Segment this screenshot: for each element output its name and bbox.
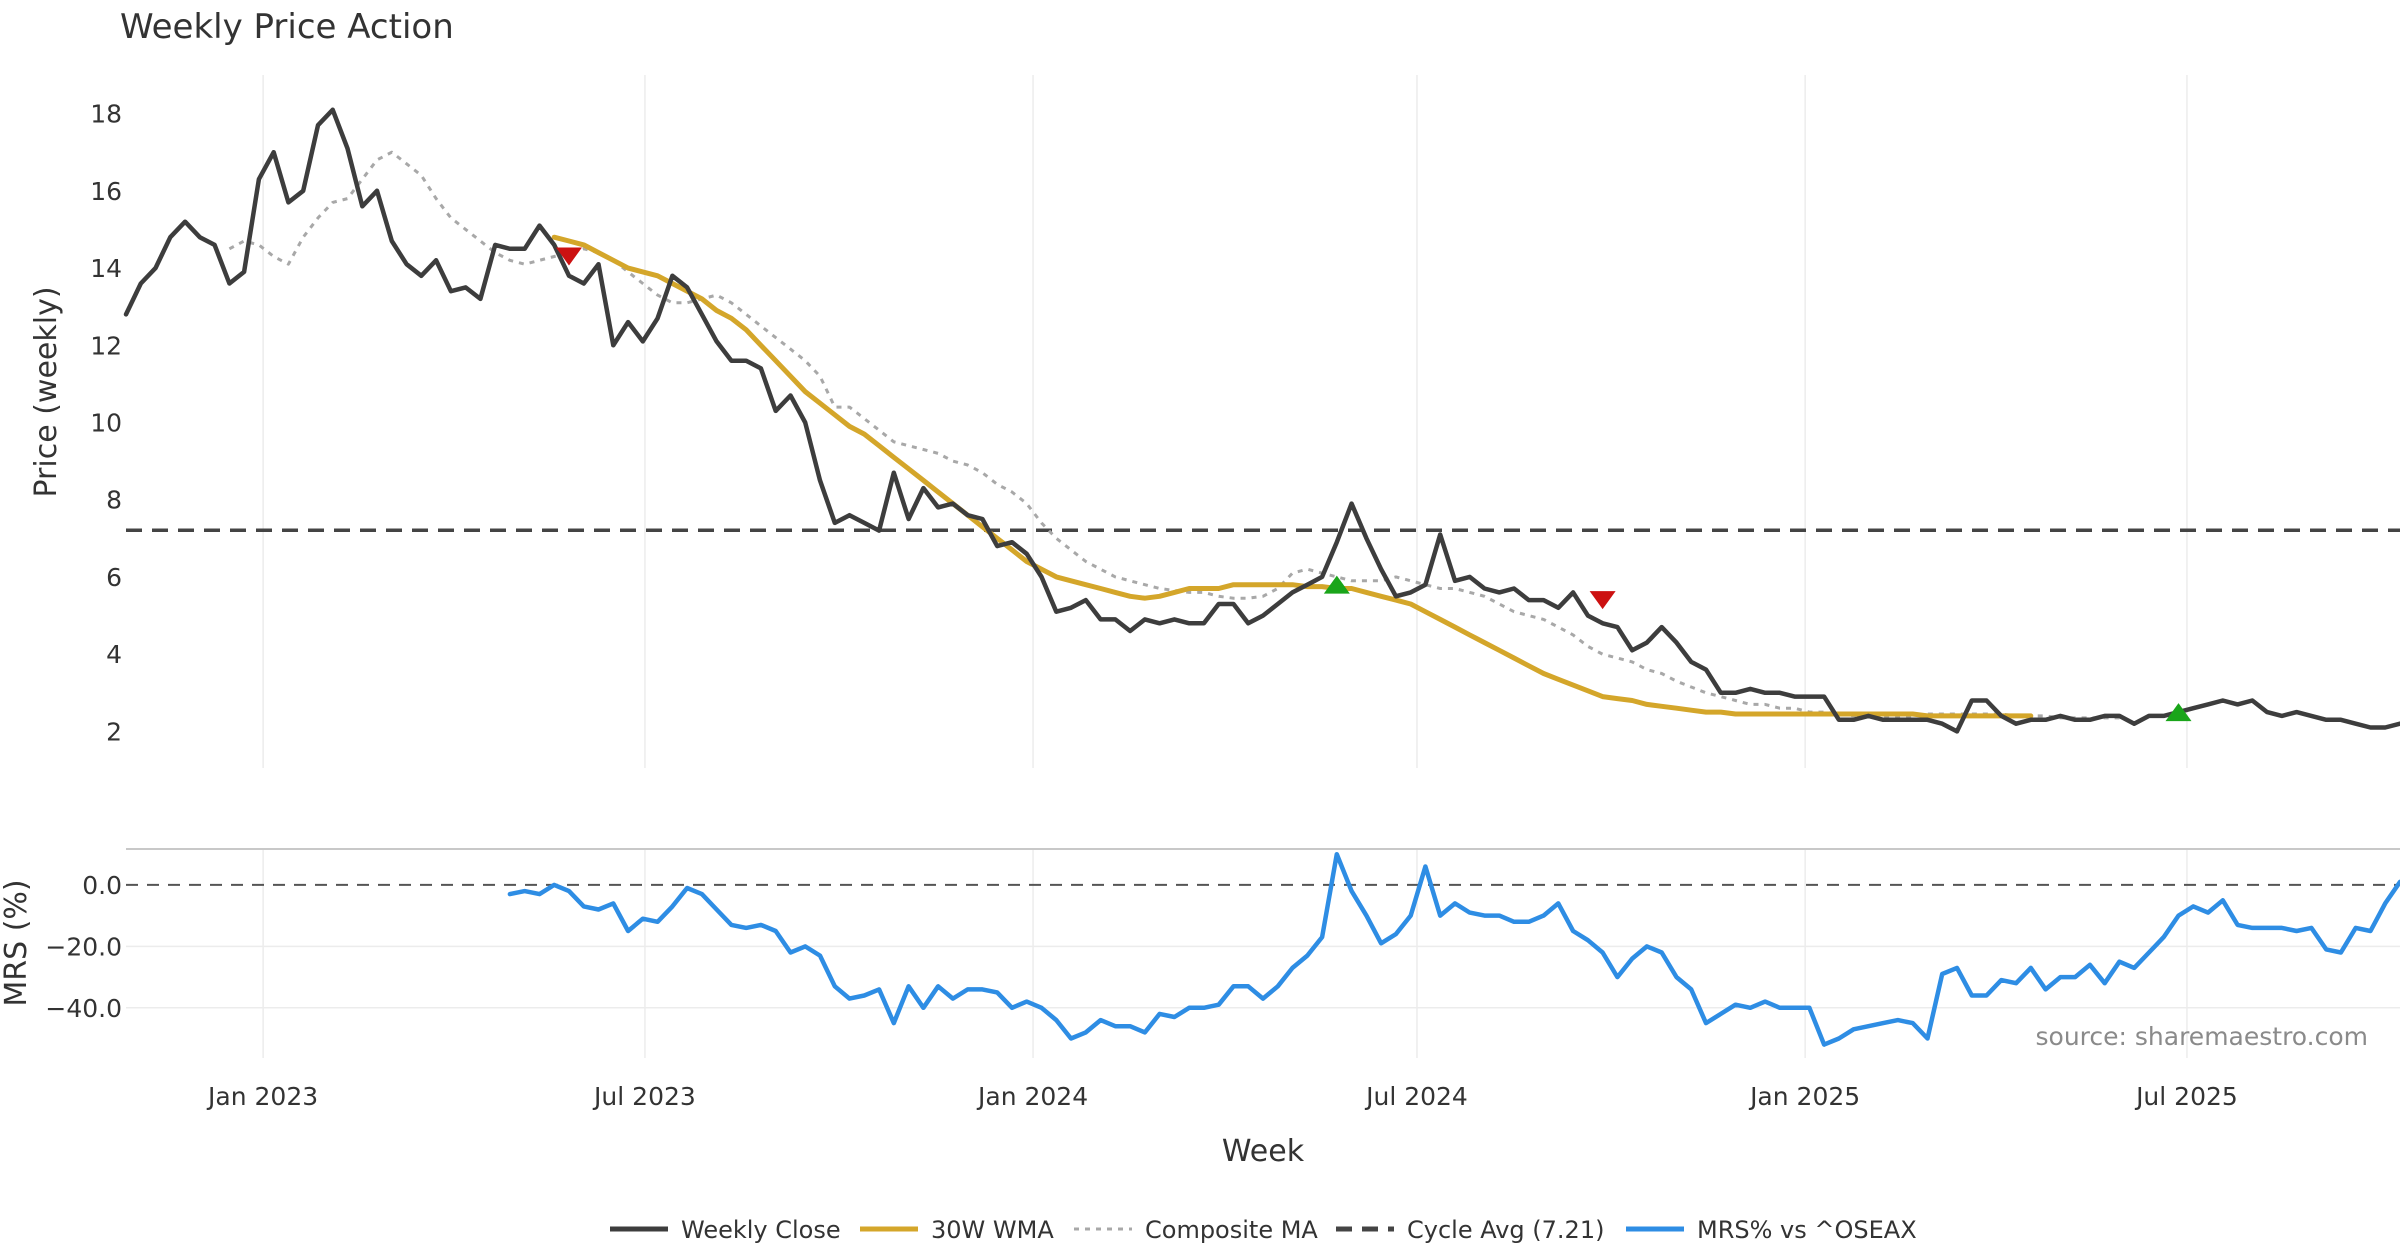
weekly-close-line xyxy=(123,107,2400,734)
legend-label: MRS% vs ^OSEAX xyxy=(1697,1216,1917,1244)
legend-label: 30W WMA xyxy=(931,1216,1054,1244)
chart-title: Weekly Price Action xyxy=(120,7,454,47)
legend-label: Cycle Avg (7.21) xyxy=(1407,1216,1604,1244)
axis-labels: Jan 2023 Jul 2023 Jan 2024 Jul 2024 Jan 2025… xyxy=(45,100,2237,1111)
price-y-tick-label: 10 xyxy=(90,409,122,438)
sell-signal-marker xyxy=(555,247,582,266)
series-layer xyxy=(123,107,2400,1047)
legend-label: Composite MA xyxy=(1145,1216,1318,1244)
mrs-y-tick-label: −40.0 xyxy=(45,994,122,1023)
sell-signal-marker xyxy=(1589,591,1616,610)
x-tick-label: Jul 2024 xyxy=(1364,1082,1468,1111)
x-tick-label: Jul 2025 xyxy=(2134,1082,2238,1111)
composite-ma-line xyxy=(228,150,2120,720)
price-y-tick-label: 4 xyxy=(106,640,122,669)
reference-lines xyxy=(126,528,2400,886)
x-tick-label: Jan 2023 xyxy=(206,1082,318,1111)
price-y-tick-label: 16 xyxy=(90,177,122,206)
x-tick-label: Jan 2025 xyxy=(1748,1082,1860,1111)
price-y-tick-label: 6 xyxy=(106,563,122,592)
legend: Weekly Close 30W WMA Composite MA Cycle Avg… xyxy=(610,1216,1917,1244)
x-tick-label: Jan 2024 xyxy=(976,1082,1088,1111)
grid-layer xyxy=(126,75,2400,1058)
mrs-y-axis-label: MRS (%) xyxy=(0,879,34,1006)
price-y-tick-label: 18 xyxy=(90,100,122,129)
wma-30w-line xyxy=(551,234,2034,719)
price-y-tick-label: 8 xyxy=(106,486,122,515)
price-y-tick-label: 12 xyxy=(90,331,122,360)
signal-markers xyxy=(555,247,2192,722)
mrs-line xyxy=(507,851,2400,1047)
mrs-y-tick-label: 0.0 xyxy=(82,871,122,900)
buy-signal-marker xyxy=(2165,703,2192,722)
price-y-tick-label: 2 xyxy=(106,717,122,746)
mrs-y-tick-label: −20.0 xyxy=(45,932,122,961)
x-axis-label: Week xyxy=(1222,1134,1305,1169)
x-tick-label: Jul 2023 xyxy=(592,1082,696,1111)
source-label: source: sharemaestro.com xyxy=(2036,1022,2369,1051)
legend-label: Weekly Close xyxy=(681,1216,841,1244)
price-y-tick-label: 14 xyxy=(90,254,122,283)
price-y-axis-label: Price (weekly) xyxy=(29,286,64,497)
buy-signal-marker xyxy=(1323,575,1350,594)
